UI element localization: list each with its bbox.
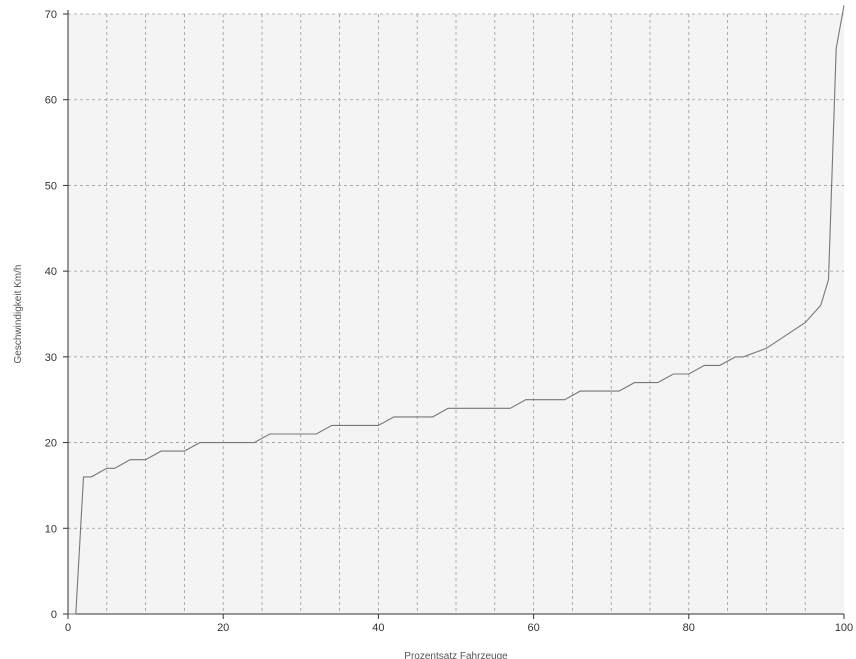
y-tick-label: 50 xyxy=(45,180,57,192)
y-tick-label: 0 xyxy=(51,609,57,621)
y-tick-label: 10 xyxy=(45,523,57,535)
x-tick-label: 80 xyxy=(683,622,695,634)
series-line xyxy=(68,5,845,615)
y-axis-label: Geschwindigkeit Km/h xyxy=(13,265,24,364)
y-tick-label: 20 xyxy=(45,438,57,450)
tick-labels: 0 10 20 30 40 50 60 70 0 20 40 60 80 100 xyxy=(45,9,853,634)
y-tick-label: 60 xyxy=(45,95,57,107)
y-tick-label: 70 xyxy=(45,9,57,21)
x-tick-label: 40 xyxy=(372,622,384,634)
x-tick-label: 0 xyxy=(65,622,71,634)
x-tick-label: 20 xyxy=(217,622,229,634)
x-tick-label: 60 xyxy=(527,622,539,634)
axes xyxy=(67,10,844,615)
x-axis-label: Prozentsatz Fahrzeuge xyxy=(404,651,508,659)
x-tick-label: 100 xyxy=(835,622,853,634)
gridlines xyxy=(68,13,844,614)
y-tick-label: 30 xyxy=(45,352,57,364)
y-tick-label: 40 xyxy=(45,266,57,278)
